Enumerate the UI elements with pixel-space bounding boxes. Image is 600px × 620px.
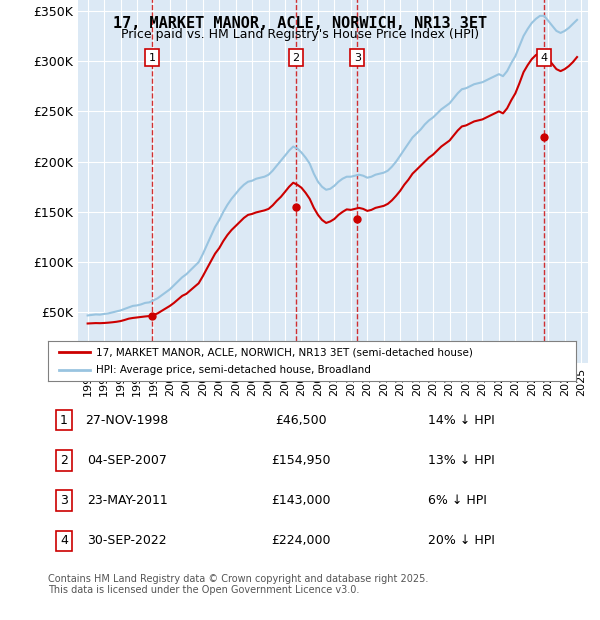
Text: 4: 4 bbox=[60, 534, 68, 547]
Text: 17, MARKET MANOR, ACLE, NORWICH, NR13 3ET (semi-detached house): 17, MARKET MANOR, ACLE, NORWICH, NR13 3E… bbox=[95, 347, 472, 357]
Text: 20% ↓ HPI: 20% ↓ HPI bbox=[428, 534, 495, 547]
Text: £154,950: £154,950 bbox=[272, 454, 331, 467]
Text: 30-SEP-2022: 30-SEP-2022 bbox=[88, 534, 167, 547]
Text: £143,000: £143,000 bbox=[272, 494, 331, 507]
Text: 1: 1 bbox=[60, 414, 68, 427]
Text: 3: 3 bbox=[354, 53, 361, 63]
Text: 13% ↓ HPI: 13% ↓ HPI bbox=[428, 454, 495, 467]
Text: 2: 2 bbox=[60, 454, 68, 467]
Text: 27-NOV-1998: 27-NOV-1998 bbox=[86, 414, 169, 427]
Text: 3: 3 bbox=[60, 494, 68, 507]
Text: 14% ↓ HPI: 14% ↓ HPI bbox=[428, 414, 495, 427]
Text: 6% ↓ HPI: 6% ↓ HPI bbox=[428, 494, 487, 507]
Text: 2: 2 bbox=[293, 53, 299, 63]
Text: 23-MAY-2011: 23-MAY-2011 bbox=[87, 494, 167, 507]
Text: £46,500: £46,500 bbox=[275, 414, 327, 427]
Text: 4: 4 bbox=[541, 53, 548, 63]
Text: Price paid vs. HM Land Registry's House Price Index (HPI): Price paid vs. HM Land Registry's House … bbox=[121, 28, 479, 41]
Text: 1: 1 bbox=[148, 53, 155, 63]
Text: HPI: Average price, semi-detached house, Broadland: HPI: Average price, semi-detached house,… bbox=[95, 365, 370, 375]
Text: 17, MARKET MANOR, ACLE, NORWICH, NR13 3ET: 17, MARKET MANOR, ACLE, NORWICH, NR13 3E… bbox=[113, 16, 487, 30]
Text: £224,000: £224,000 bbox=[272, 534, 331, 547]
Text: 04-SEP-2007: 04-SEP-2007 bbox=[87, 454, 167, 467]
Text: Contains HM Land Registry data © Crown copyright and database right 2025.
This d: Contains HM Land Registry data © Crown c… bbox=[48, 574, 428, 595]
